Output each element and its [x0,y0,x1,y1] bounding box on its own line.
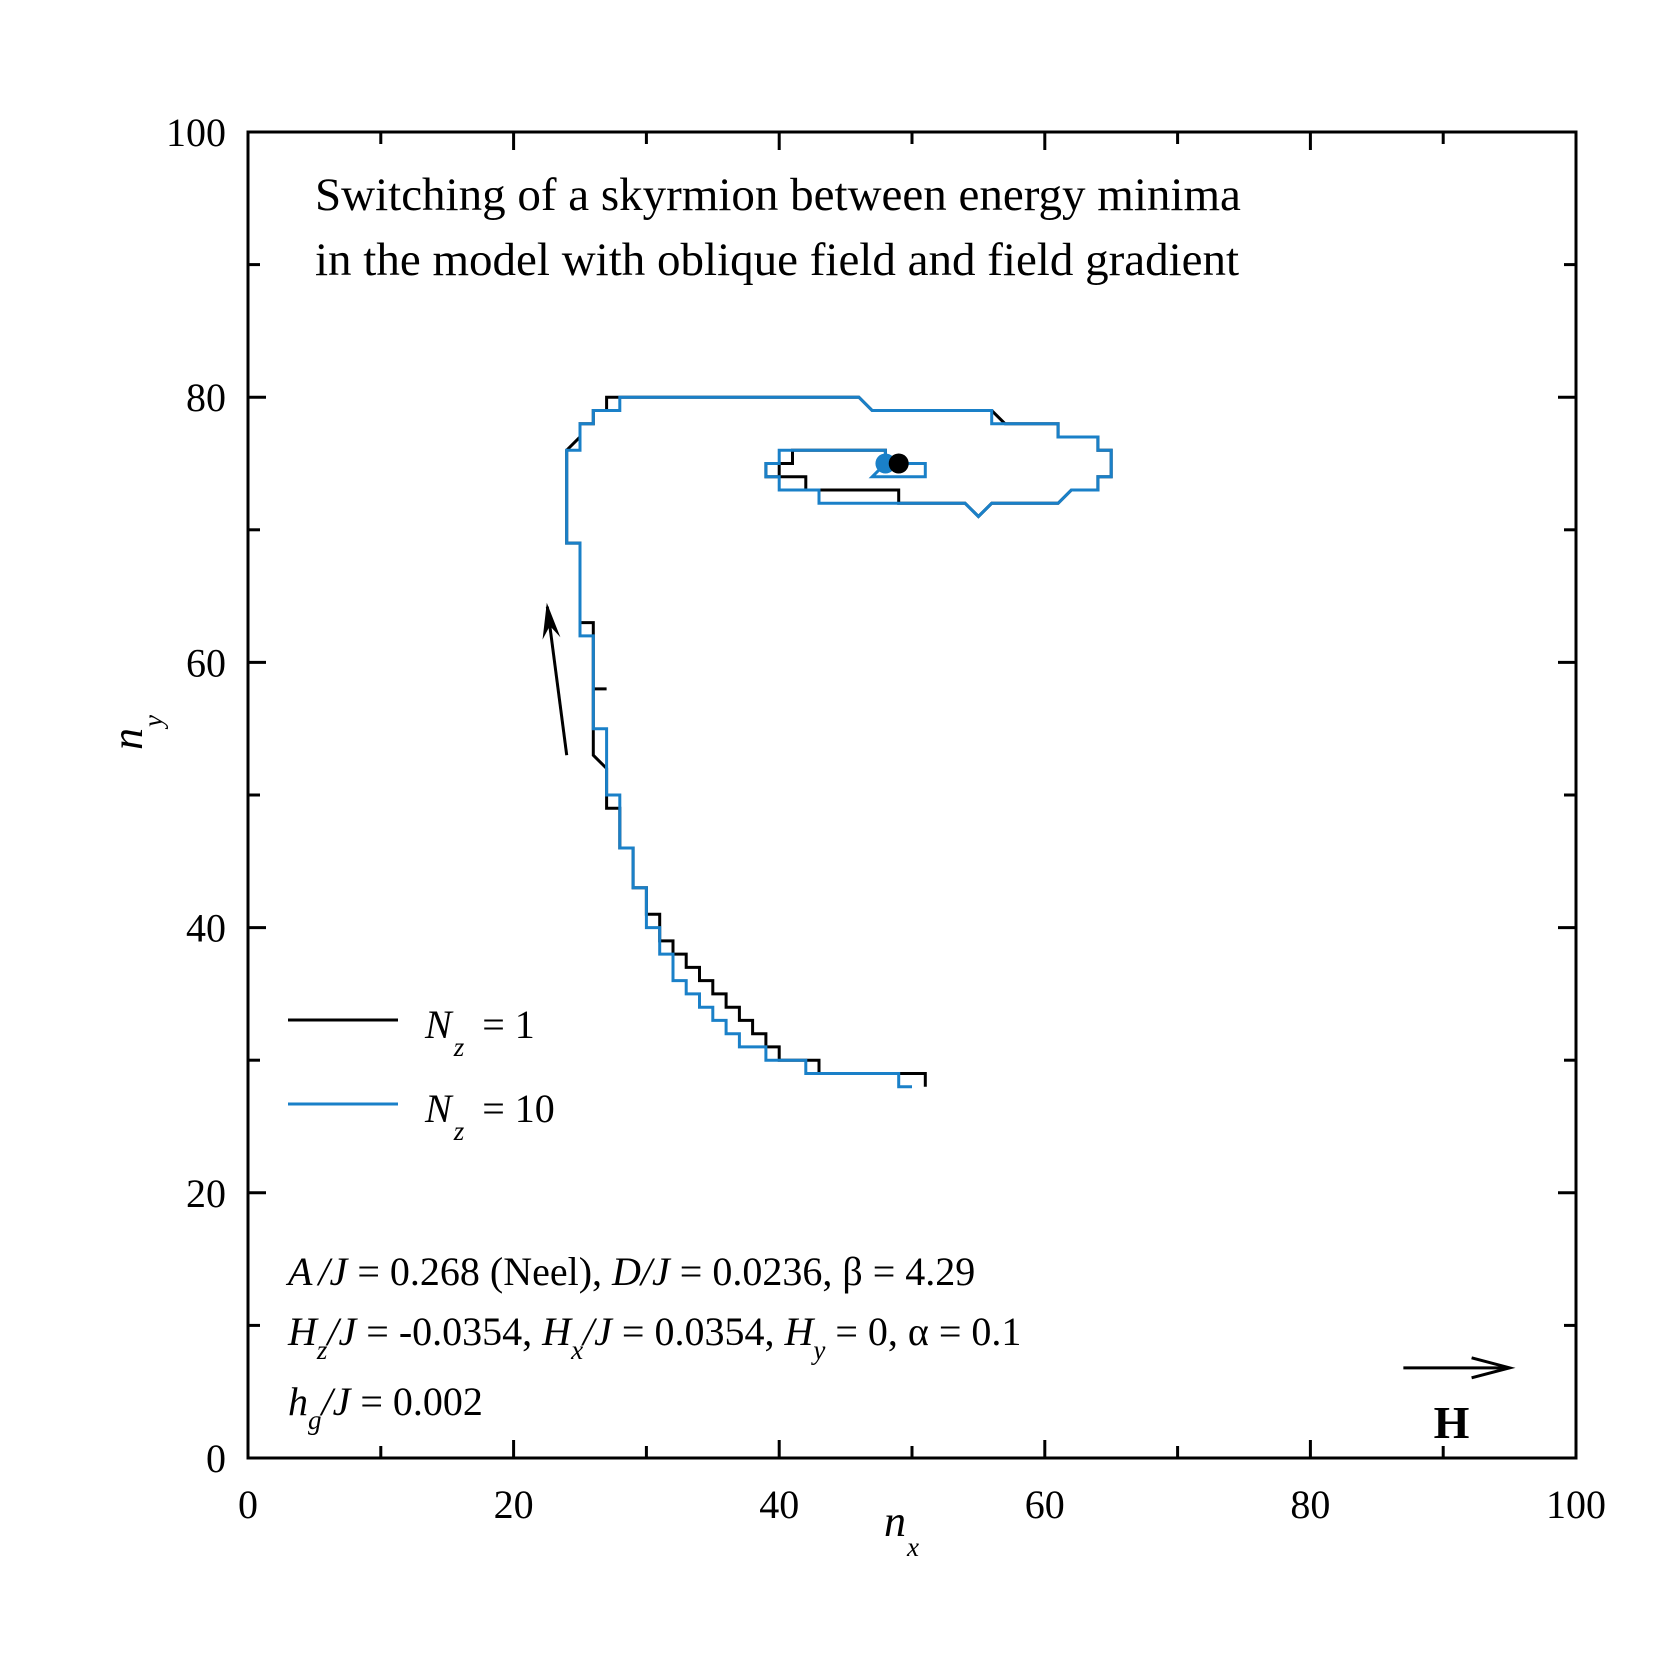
param-line-3: hg/J = 0.002 [288,1379,483,1435]
y-axis-label: ny [103,715,168,750]
direction-arrow-head [542,602,561,640]
legend-label-nz10: Nz = 10 [424,1086,555,1146]
legend-label-nz1: Nz = 1 [424,1002,535,1062]
arrows-layer [542,602,1516,1380]
series-layer [565,395,1113,1089]
series-line-nz1 [565,395,1113,1087]
field-arrow-label: H [1434,1397,1470,1448]
x-tick-label: 40 [759,1482,799,1527]
param-line-1: A/J = 0.268 (Neel), D/J = 0.0236, β = 4.… [285,1249,975,1294]
x-tick-label: 60 [1025,1482,1065,1527]
y-tick-labels: 0 20 40 60 80 100 [166,110,226,1481]
x-tick-label: 20 [494,1482,534,1527]
y-tick-label: 20 [186,1171,226,1216]
y-tick-label: 60 [186,640,226,685]
x-tick-labels: 0 20 40 60 80 100 [238,1482,1606,1527]
y-tick-label: 0 [206,1436,226,1481]
y-tick-label: 80 [186,375,226,420]
param-line-2: Hz/J = -0.0354, Hx/J = 0.0354, Hy = 0, α… [287,1309,1021,1365]
y-tick-label: 40 [186,906,226,951]
field-arrow-head [1471,1356,1516,1380]
series-line-nz10 [565,395,1113,1089]
legend: Nz = 1 Nz = 10 [288,1002,555,1146]
parameters-annotation: A/J = 0.268 (Neel), D/J = 0.0236, β = 4.… [285,1249,1021,1435]
x-tick-label: 80 [1290,1482,1330,1527]
x-axis-label: nx [884,1497,919,1562]
x-tick-label: 100 [1546,1482,1606,1527]
direction-arrow-shaft [545,606,569,756]
x-tick-label: 0 [238,1482,258,1527]
chart-title-line-1: Switching of a skyrmion between energy m… [315,169,1241,221]
end-marker-nz1 [888,453,909,474]
axis-ticks [246,130,1578,1460]
y-tick-label: 100 [166,110,226,155]
chart-title-line-2: in the model with oblique field and fiel… [315,234,1239,286]
